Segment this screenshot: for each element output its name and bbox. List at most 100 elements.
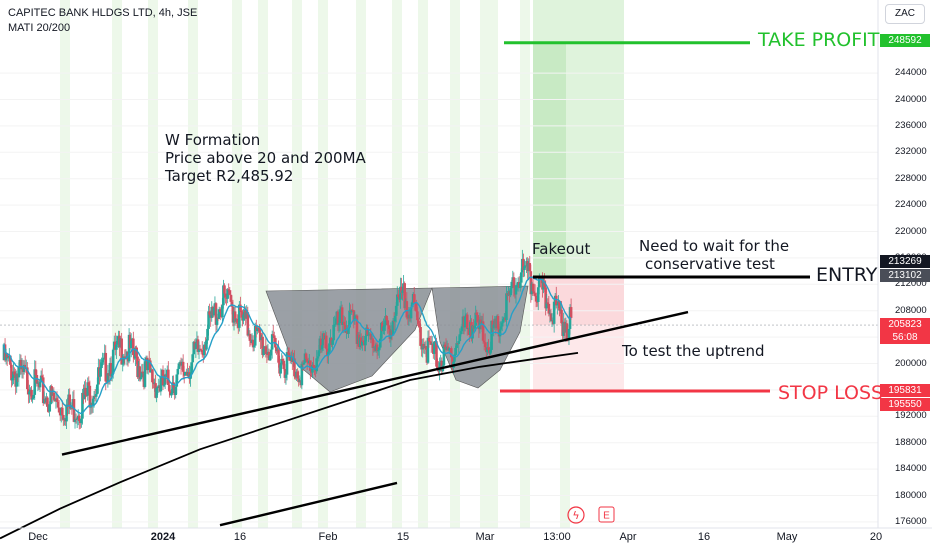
candle-body	[138, 366, 141, 380]
candle-body	[465, 314, 469, 330]
candle-body	[15, 373, 19, 387]
candle-body	[262, 348, 265, 355]
candle-body	[159, 376, 163, 392]
price-tick-label: 184000	[895, 463, 927, 475]
candle-body	[228, 290, 232, 295]
candle-body	[509, 288, 512, 296]
candle-body	[499, 326, 503, 330]
candle-body	[28, 391, 31, 395]
candle-body	[418, 323, 421, 327]
candle-body	[395, 294, 399, 306]
currency-button[interactable]: ZAC	[885, 4, 925, 24]
candle-body	[379, 338, 382, 348]
price-tick-label: 212000	[895, 278, 927, 290]
candle-body	[259, 332, 262, 341]
candle-body	[474, 312, 477, 326]
candle-body	[62, 415, 65, 420]
price-tick-label: 192000	[895, 410, 927, 422]
candle-body	[387, 325, 391, 330]
bolt-icon: ϟ	[572, 509, 579, 522]
candle-body	[565, 323, 569, 339]
stop-loss-price-tag: 195831	[880, 384, 930, 397]
candle-body	[501, 318, 505, 323]
entry-label: ENTRY	[816, 264, 878, 286]
candle-body	[538, 278, 541, 288]
candle-body	[233, 311, 237, 322]
candle-body	[319, 338, 323, 350]
candle-body	[129, 340, 133, 349]
candle-body	[258, 328, 261, 333]
candle-body	[353, 315, 357, 321]
candle-body	[492, 324, 496, 329]
candle-body	[140, 371, 144, 378]
candle-body	[514, 285, 518, 295]
candle-body	[162, 384, 166, 386]
candle-body	[87, 382, 91, 386]
candle-body	[284, 374, 288, 378]
candle-body	[333, 324, 337, 326]
candle-body	[546, 302, 550, 304]
price-tick-label: 228000	[895, 172, 927, 184]
candle-body	[416, 311, 419, 321]
trendline	[61, 310, 689, 456]
candle-body	[305, 358, 309, 362]
candle-body	[347, 327, 350, 334]
earnings-event-icon	[598, 506, 615, 523]
candle-body	[558, 301, 561, 311]
price-tick-label: 180000	[895, 489, 927, 501]
indicator-label[interactable]: MATI 20/200	[8, 22, 71, 34]
time-tick-label: 13:00	[543, 531, 571, 543]
candle-body	[401, 290, 404, 293]
dividend-event-icon	[567, 506, 585, 524]
candle-body	[31, 398, 34, 400]
time-tick-label: Dec	[28, 531, 48, 543]
candle-body	[147, 359, 151, 361]
candle-body	[287, 352, 291, 358]
candle-body	[482, 340, 486, 343]
candle-body	[410, 302, 414, 308]
candle-body	[212, 307, 216, 316]
take-profit-label: TAKE PROFIT	[758, 29, 880, 51]
candle-body	[92, 395, 96, 399]
candle-body	[496, 315, 500, 329]
candle-body	[338, 309, 342, 324]
session-band	[60, 0, 70, 528]
candle-body	[34, 369, 38, 376]
candle-body	[481, 321, 485, 341]
session-band	[188, 0, 198, 528]
candle-body	[352, 310, 356, 321]
analysis-note: W Formation Price above 20 and 200MA Tar…	[165, 131, 366, 185]
candle-body	[450, 348, 453, 358]
candle-body	[151, 369, 154, 383]
candle-body	[400, 286, 403, 293]
candle-body	[367, 334, 370, 336]
price-tick-label: 220000	[895, 225, 927, 237]
candle-body	[371, 338, 375, 349]
candle-body	[30, 389, 33, 400]
session-band	[488, 0, 498, 528]
candle-body	[57, 407, 61, 413]
candle-body	[39, 375, 43, 382]
candle-body	[545, 302, 549, 309]
candle-body	[360, 340, 364, 346]
candle-body	[52, 392, 56, 400]
candle-body	[512, 277, 516, 288]
candle-body	[348, 310, 351, 328]
candle-body	[569, 307, 573, 318]
candle-body	[277, 349, 280, 363]
candle-body	[223, 285, 226, 294]
candle-body	[377, 347, 381, 351]
candle-body	[300, 363, 304, 386]
candle-body	[84, 387, 87, 395]
candle-body	[332, 324, 335, 341]
candle-body	[26, 367, 29, 390]
time-tick-label: 2024	[150, 531, 176, 543]
session-band	[318, 0, 328, 528]
candle-body	[344, 324, 347, 333]
candle-body	[454, 347, 457, 355]
time-tick-label: 16	[697, 531, 711, 543]
candle-body	[321, 333, 325, 346]
candle-body	[473, 325, 476, 329]
candle-body	[215, 317, 219, 325]
